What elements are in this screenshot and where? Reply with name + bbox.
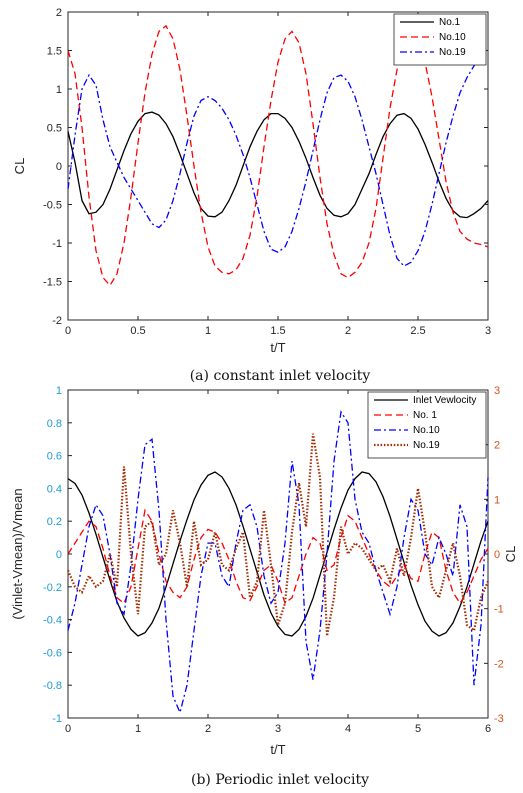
x-tick-label: 1: [135, 723, 141, 735]
x-tick-label: 0: [65, 723, 71, 735]
x-tick-label: 1: [205, 325, 211, 337]
y-tick-label: -1: [52, 713, 62, 725]
chart-b: 0 1 2 3 4 5 6 -1 -0.8 -0.6 -0.4 -0.2 0 0.2 0.4 0.6 0.8 1…: [10, 385, 518, 788]
x-tick-label: 3: [485, 325, 491, 337]
y-tick-label: 0: [56, 549, 62, 561]
y-tick-label: 1.5: [47, 46, 62, 58]
chart-b-y-label-left: (Vinlet-Vmean)/Vmean: [10, 488, 25, 619]
legend-label: No. 1: [413, 410, 437, 421]
y-tick-label: 0.8: [47, 418, 62, 430]
y-right-tick-label: -3: [494, 713, 504, 725]
y-right-tick-label: 2: [494, 440, 500, 452]
y-tick-label: 2: [56, 7, 62, 19]
chart-a-legend: No.1 No.10 No.19: [393, 13, 487, 66]
legend-label: No.10: [413, 425, 440, 436]
y-right-tick-label: -2: [494, 658, 504, 670]
y-right-tick-label: 0: [494, 549, 500, 561]
y-tick-label: -0.2: [43, 582, 62, 594]
chart-a-y-ticks: -2 -1.5 -1 -0.5 0 0.5 1 1.5 2: [43, 7, 488, 327]
legend-label: Inlet Vewlocity: [413, 395, 476, 406]
chart-b-x-ticks: 0 1 2 3 4 5 6: [65, 390, 491, 735]
x-tick-label: 4: [345, 723, 351, 735]
chart-a-y-label: CL: [12, 158, 27, 175]
y-right-tick-label: -1: [494, 604, 504, 616]
y-tick-label: 0.4: [47, 483, 62, 495]
chart-a: 0 0.5 1 1.5 2 2.5 3 -2-1.5-1-0.500.511.52 t/T …: [12, 7, 491, 384]
chart-b-caption: (b) Periodic inlet velocity: [191, 772, 369, 788]
x-tick-label: 2.5: [410, 325, 425, 337]
x-tick-label: 0.5: [130, 325, 145, 337]
y-tick-label: -0.6: [43, 647, 62, 659]
y-tick-label: -2: [52, 315, 62, 327]
y-tick-label: 0: [56, 161, 62, 173]
y-tick-label: 1: [56, 84, 62, 96]
chart-b-y-ticks-left: -1 -0.8 -0.6 -0.4 -0.2 0 0.2 0.4 0.6 0.8 1: [43, 385, 72, 725]
x-tick-label: 3: [275, 723, 281, 735]
y-tick-label: 0.2: [47, 516, 62, 528]
legend-label: No.10: [439, 32, 466, 43]
y-tick-label: -0.5: [43, 200, 62, 212]
chart-b-y-ticks-right: -3 -2 -1 0 1 2 3: [484, 385, 504, 725]
series-line-inlet-vewlocity: [67, 471, 489, 637]
series-line-no-19: [66, 433, 490, 637]
y-tick-label: -0.4: [43, 615, 62, 627]
series-line-no-10: [67, 410, 489, 715]
x-tick-label: 2: [205, 723, 211, 735]
chart-a-caption: (a) constant inlet velocity: [190, 368, 371, 384]
y-tick-label: -1: [52, 238, 62, 250]
series-line-no-19: [67, 50, 489, 267]
x-tick-label: 2: [345, 325, 351, 337]
y-right-tick-label: 3: [494, 385, 500, 397]
legend-box: [367, 391, 487, 459]
chart-a-x-label: t/T: [270, 340, 285, 355]
legend-label: No.19: [439, 47, 466, 58]
x-tick-label: 0: [65, 325, 71, 337]
y-tick-label: -1.5: [43, 277, 62, 289]
y-tick-label: 0.5: [47, 123, 62, 135]
chart-a-series-group: [67, 24, 489, 287]
legend-label: No.1: [439, 17, 461, 28]
x-tick-label: 6: [485, 723, 491, 735]
legend-label: No.19: [413, 440, 440, 451]
y-tick-label: -0.8: [43, 680, 62, 692]
y-tick-label: 1: [56, 385, 62, 397]
chart-b-x-label: t/T: [270, 742, 285, 757]
series-line-no-1: [67, 111, 489, 219]
series-line-no-10: [67, 24, 489, 287]
y-tick-label: 0.6: [47, 451, 62, 463]
chart-b-series-group: [66, 410, 490, 715]
chart-b-legend: Inlet Vewlocity No. 1 No.10 No.19: [367, 391, 487, 459]
chart-b-y-label-right: CL: [503, 546, 518, 563]
x-tick-label: 1.5: [270, 325, 285, 337]
y-right-tick-label: 1: [494, 494, 500, 506]
x-tick-label: 5: [415, 723, 421, 735]
series-line-no-1: [67, 508, 489, 605]
